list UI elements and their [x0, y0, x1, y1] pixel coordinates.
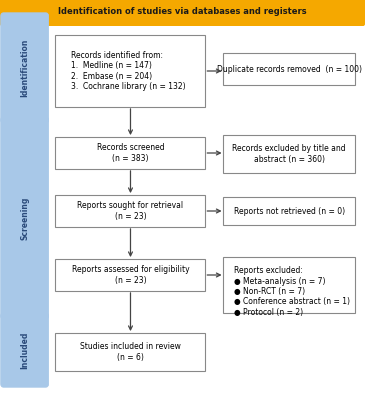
- FancyBboxPatch shape: [55, 333, 205, 371]
- Text: Reports sought for retrieval
(n = 23): Reports sought for retrieval (n = 23): [77, 201, 184, 221]
- Text: Identification of studies via databases and registers: Identification of studies via databases …: [58, 8, 307, 16]
- FancyBboxPatch shape: [223, 135, 355, 173]
- Text: Duplicate records removed  (n = 100): Duplicate records removed (n = 100): [217, 64, 362, 74]
- FancyBboxPatch shape: [1, 13, 49, 123]
- Text: Reports excluded:
● Meta-analysis (n = 7)
● Non-RCT (n = 7)
● Conference abstrac: Reports excluded: ● Meta-analysis (n = 7…: [234, 266, 350, 317]
- FancyBboxPatch shape: [55, 35, 205, 107]
- FancyBboxPatch shape: [55, 259, 205, 291]
- FancyBboxPatch shape: [1, 313, 49, 387]
- Text: Records identified from:
1.  Medline (n = 147)
2.  Embase (n = 204)
3.  Cochrane: Records identified from: 1. Medline (n =…: [71, 51, 186, 91]
- FancyBboxPatch shape: [55, 137, 205, 169]
- FancyBboxPatch shape: [55, 195, 205, 227]
- Text: Reports not retrieved (n = 0): Reports not retrieved (n = 0): [234, 206, 345, 216]
- Text: Records excluded by title and
abstract (n = 360): Records excluded by title and abstract (…: [233, 144, 346, 164]
- Text: Included: Included: [20, 331, 29, 369]
- FancyBboxPatch shape: [223, 197, 355, 225]
- FancyBboxPatch shape: [1, 117, 49, 319]
- FancyBboxPatch shape: [0, 0, 365, 26]
- Text: Screening: Screening: [20, 196, 29, 240]
- Text: Identification: Identification: [20, 39, 29, 97]
- Text: Reports assessed for eligibility
(n = 23): Reports assessed for eligibility (n = 23…: [72, 265, 189, 285]
- FancyBboxPatch shape: [223, 257, 355, 313]
- Text: Studies included in review
(n = 6): Studies included in review (n = 6): [80, 342, 181, 362]
- Text: Records screened
(n = 383): Records screened (n = 383): [97, 143, 164, 163]
- FancyBboxPatch shape: [223, 53, 355, 85]
